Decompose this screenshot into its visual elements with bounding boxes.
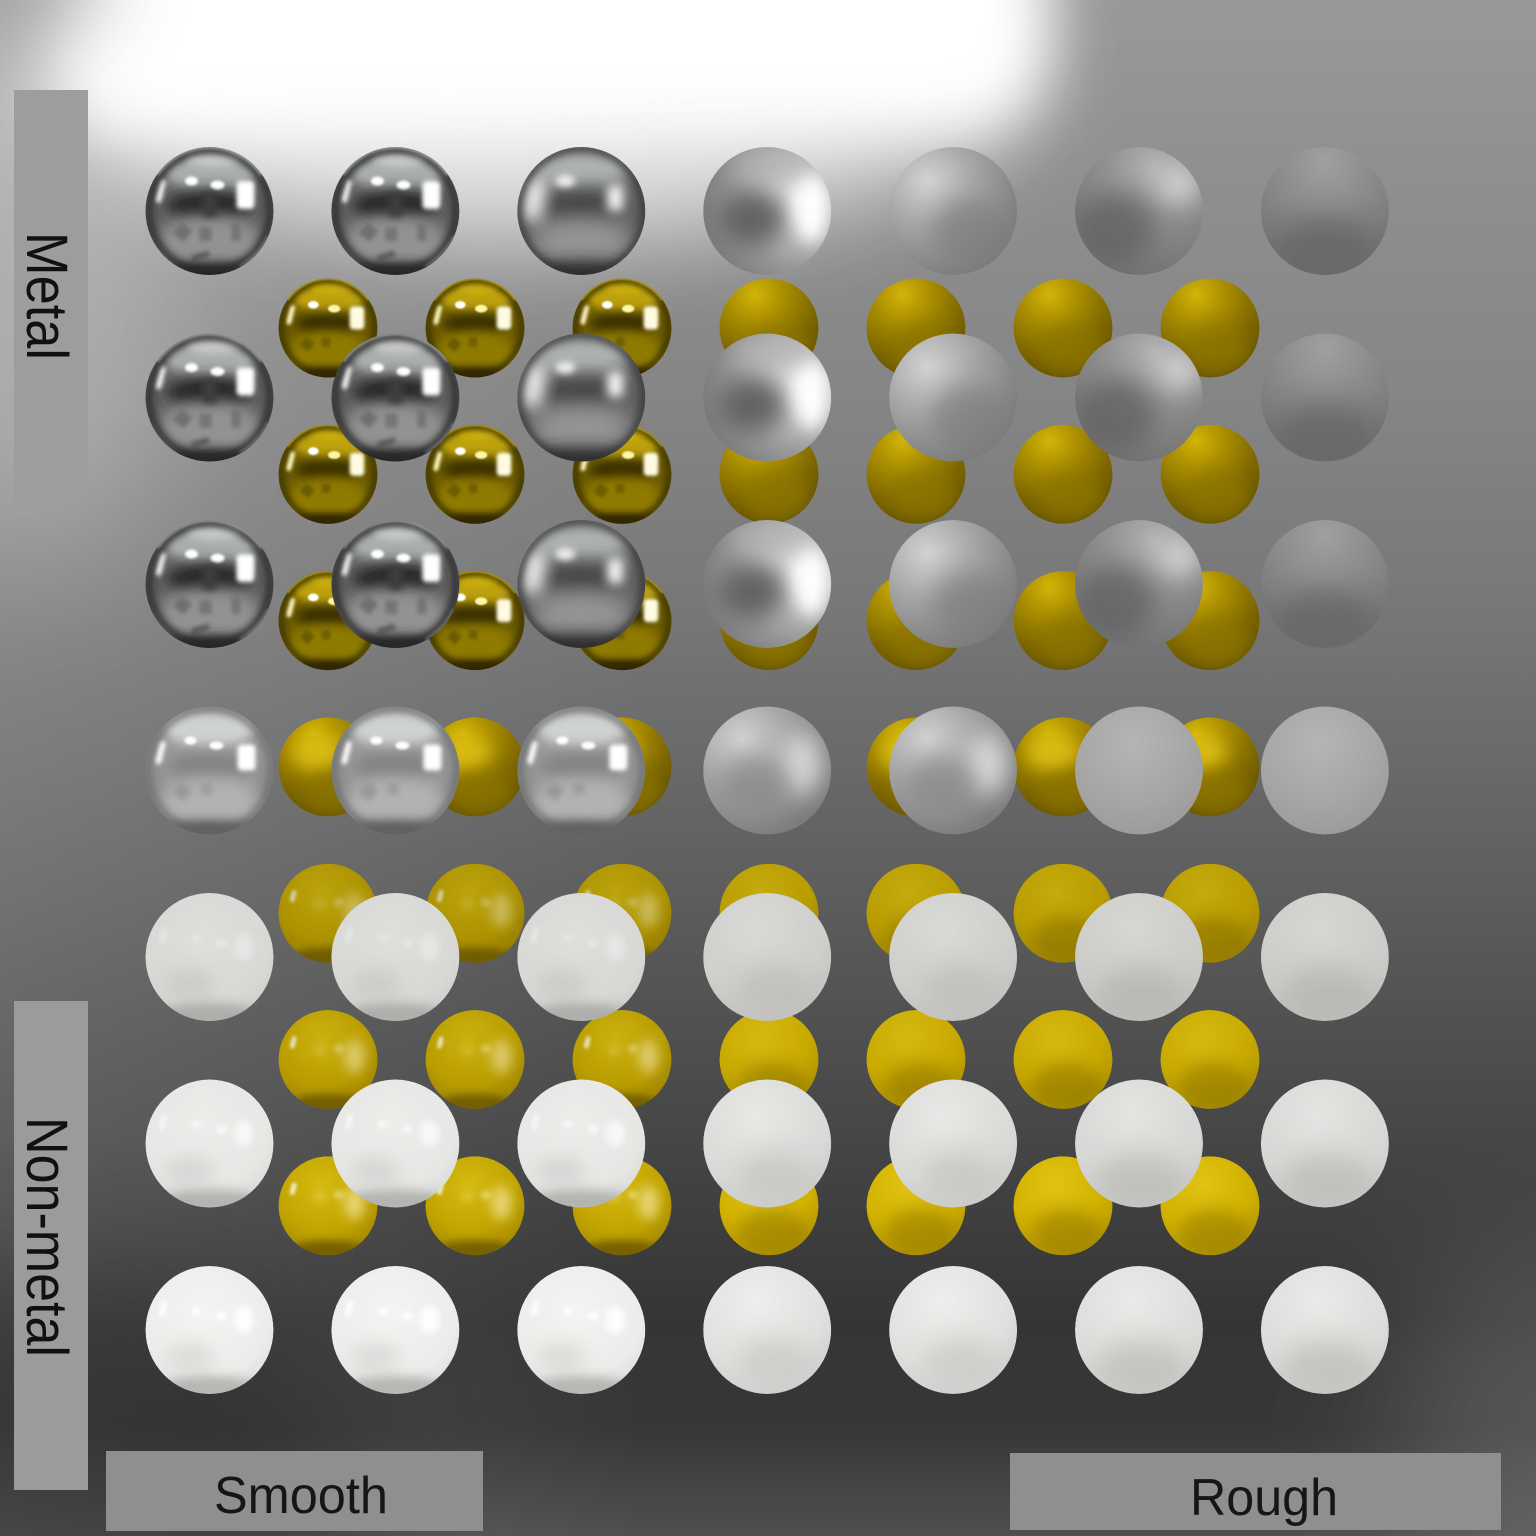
svg-text:Rough: Rough <box>1190 1469 1338 1527</box>
svg-text:Metal: Metal <box>14 232 79 360</box>
svg-text:Smooth: Smooth <box>214 1467 388 1525</box>
svg-text:Non-metal: Non-metal <box>14 1117 79 1357</box>
